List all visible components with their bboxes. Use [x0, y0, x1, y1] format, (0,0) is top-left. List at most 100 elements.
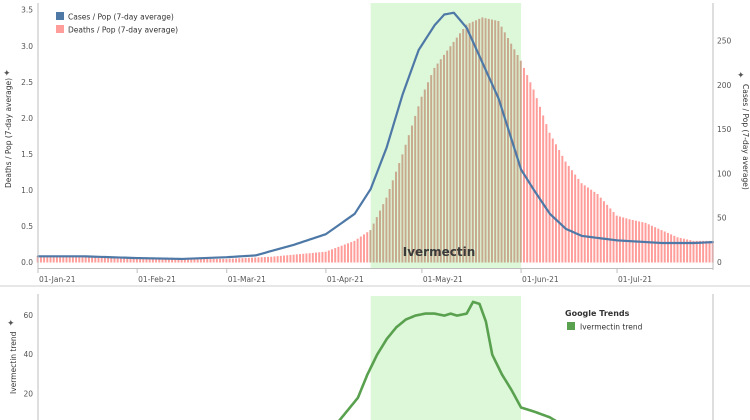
deaths-bar — [548, 132, 551, 263]
deaths-bar — [199, 258, 202, 263]
x-tick: 01-Mar-21 — [228, 275, 266, 284]
bottom-chart-panel: 20 40 60 Ivermectin trend ✦ Google Trends … — [7, 294, 714, 420]
trend-legend-title: Google Trends — [565, 309, 630, 318]
deaths-bar — [538, 106, 541, 263]
deaths-bar — [324, 251, 327, 263]
legend-label-deaths: Deaths / Pop (7-day average) — [68, 26, 178, 35]
deaths-bar — [123, 257, 126, 263]
deaths-bar — [388, 188, 391, 263]
deaths-bar — [475, 20, 477, 263]
deaths-bar — [132, 258, 135, 263]
deaths-bar — [331, 249, 334, 263]
deaths-bar — [382, 204, 385, 263]
deaths-bar — [311, 252, 314, 263]
deaths-bar — [263, 257, 266, 263]
deaths-bar — [446, 50, 449, 263]
y-left-pin-icon[interactable]: ✦ — [3, 69, 11, 79]
deaths-bar — [657, 228, 660, 263]
y-left-tick: 3.0 — [21, 42, 33, 51]
deaths-bar — [126, 257, 129, 263]
deaths-bar — [321, 251, 324, 263]
top-chart-panel: 0.0 0.5 1.0 1.5 2.0 2.5 3.0 3.5 0 50 100 150 200 250… — [0, 3, 750, 287]
deaths-bar — [75, 256, 78, 263]
deaths-bar — [135, 258, 138, 263]
trend-y-tick-labels: 20 40 60 — [23, 311, 33, 398]
deaths-bar — [215, 258, 218, 263]
legend-label-cases: Cases / Pop (7-day average) — [68, 13, 174, 22]
y-right-tick: 100 — [717, 169, 732, 178]
deaths-bar — [308, 253, 311, 263]
deaths-bar — [606, 204, 609, 263]
deaths-bar — [87, 256, 90, 263]
y-left-tick: 2.5 — [21, 78, 33, 87]
deaths-bar — [411, 125, 413, 263]
deaths-bar — [455, 37, 458, 263]
deaths-bar — [561, 155, 564, 263]
deaths-bar — [119, 257, 122, 263]
deaths-bar — [702, 240, 705, 263]
deaths-bar — [273, 256, 276, 263]
deaths-bar — [670, 234, 673, 263]
deaths-bar — [81, 256, 84, 263]
y-left-tick: 1.5 — [21, 150, 33, 159]
y-left-axis-title: Deaths / Pop (7-day average) — [4, 78, 13, 188]
deaths-bar — [49, 256, 52, 263]
deaths-bar — [164, 258, 167, 263]
y-right-tick: 150 — [717, 125, 732, 134]
deaths-bar — [110, 257, 113, 263]
deaths-bar — [660, 230, 663, 263]
deaths-bar — [161, 258, 164, 263]
deaths-bar — [564, 161, 567, 263]
y-right-tick: 50 — [717, 214, 727, 223]
deaths-bar — [203, 258, 206, 263]
deaths-bar — [363, 234, 365, 263]
deaths-bar — [174, 258, 177, 263]
deaths-bar — [219, 258, 222, 263]
deaths-bar — [682, 238, 685, 263]
x-tick: 01-Jul-21 — [618, 275, 652, 284]
deaths-bar — [206, 258, 209, 263]
deaths-bar — [78, 256, 81, 263]
deaths-bar — [103, 256, 106, 263]
deaths-bar — [350, 242, 353, 263]
legend-swatch-cases — [56, 12, 64, 20]
deaths-bar — [545, 124, 548, 263]
y-right-tick: 0 — [717, 258, 722, 267]
deaths-bar — [356, 238, 359, 263]
y-right-tick: 200 — [717, 81, 732, 90]
deaths-bar — [535, 98, 538, 263]
deaths-bar — [196, 258, 199, 263]
y-left-tick: 1.0 — [21, 186, 33, 195]
deaths-bar — [177, 258, 180, 263]
deaths-bar — [39, 256, 42, 263]
deaths-bar — [430, 75, 433, 263]
deaths-bar — [148, 258, 151, 263]
deaths-bar — [449, 46, 452, 263]
deaths-bar — [663, 231, 666, 263]
deaths-bar — [359, 236, 362, 263]
deaths-bar — [593, 191, 596, 263]
deaths-bar — [59, 256, 62, 263]
trend-pin-icon[interactable]: ✦ — [7, 319, 15, 329]
deaths-bar — [487, 18, 490, 263]
y-right-pin-icon[interactable]: ✦ — [737, 71, 745, 81]
deaths-bar — [139, 258, 142, 263]
deaths-bar — [251, 257, 254, 263]
cases-line — [36, 11, 715, 261]
deaths-bar — [452, 41, 455, 263]
deaths-bar — [414, 115, 417, 263]
deaths-bar — [494, 20, 497, 263]
deaths-bar — [484, 18, 487, 263]
deaths-bar — [570, 170, 573, 263]
deaths-bar — [270, 256, 273, 263]
deaths-bar — [692, 240, 695, 263]
legend-swatch-deaths — [56, 25, 64, 33]
deaths-bar — [43, 256, 46, 263]
deaths-bar — [94, 256, 97, 263]
y-left-tick: 3.5 — [21, 6, 33, 15]
deaths-bar — [305, 253, 308, 263]
deaths-bar — [369, 230, 372, 263]
deaths-bar — [695, 240, 698, 263]
ivermectin-trend-line — [338, 300, 557, 420]
